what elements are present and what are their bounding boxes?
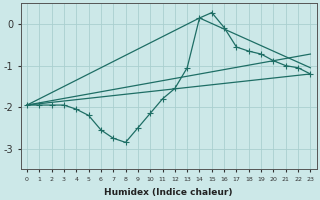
X-axis label: Humidex (Indice chaleur): Humidex (Indice chaleur) — [104, 188, 233, 197]
